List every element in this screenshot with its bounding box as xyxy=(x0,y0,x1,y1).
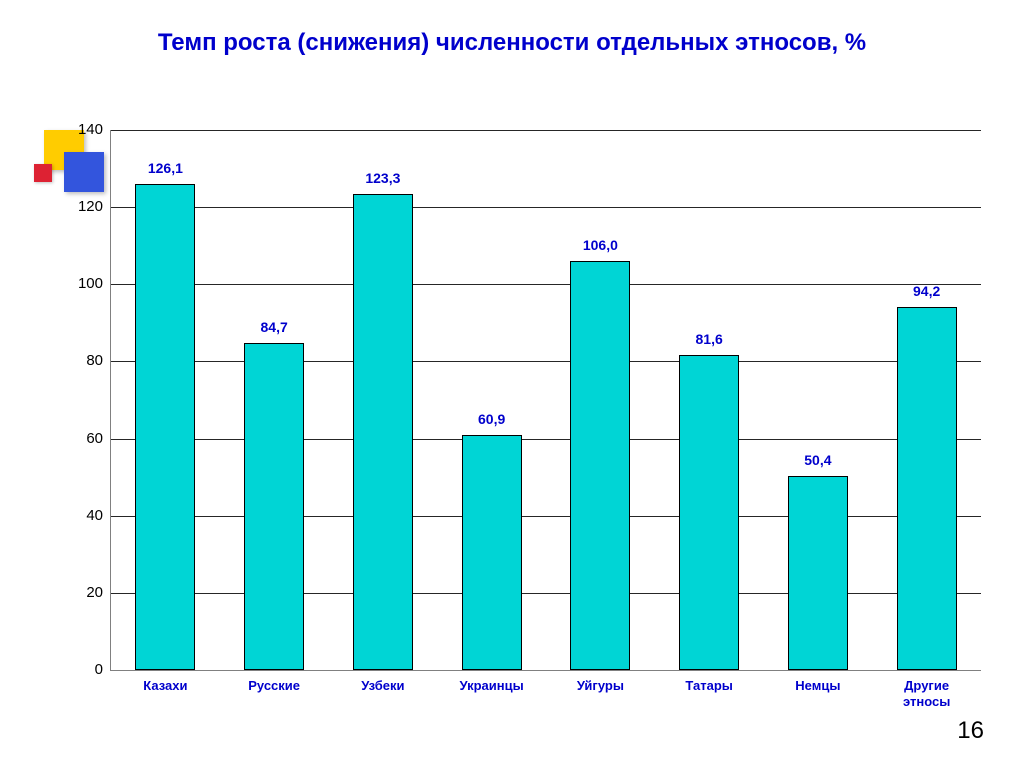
y-tick-label: 40 xyxy=(86,507,103,524)
y-tick-label: 80 xyxy=(86,352,103,369)
bar-value-label: 126,1 xyxy=(124,160,208,176)
gridline xyxy=(111,207,981,208)
category-label: Узбеки xyxy=(341,678,425,694)
bar-value-label: 81,6 xyxy=(667,331,751,347)
bar-chart: 020406080100120140126,1Казахи84,7Русские… xyxy=(110,130,981,671)
gridline xyxy=(111,130,981,131)
bar: 94,2Другиеэтносы xyxy=(897,307,957,670)
bar-value-label: 50,4 xyxy=(776,452,860,468)
bar: 81,6Татары xyxy=(679,355,739,670)
bar-rect xyxy=(135,184,195,670)
y-tick-label: 100 xyxy=(78,275,103,292)
category-label: Русские xyxy=(232,678,316,694)
category-label: Татары xyxy=(667,678,751,694)
bar: 123,3Узбеки xyxy=(353,194,413,670)
bar: 60,9Украинцы xyxy=(462,435,522,670)
category-label: Другиеэтносы xyxy=(885,678,969,709)
bar-rect xyxy=(353,194,413,670)
bar-rect xyxy=(679,355,739,670)
y-tick-label: 20 xyxy=(86,584,103,601)
bar-value-label: 60,9 xyxy=(450,411,534,427)
chart-title: Темп роста (снижения) численности отдель… xyxy=(0,28,1024,58)
gridline xyxy=(111,516,981,517)
bar-rect xyxy=(462,435,522,670)
y-tick-label: 140 xyxy=(78,121,103,138)
bar: 126,1Казахи xyxy=(135,184,195,670)
bar-value-label: 84,7 xyxy=(232,319,316,335)
page-number: 16 xyxy=(957,717,984,745)
y-tick-label: 120 xyxy=(78,198,103,215)
bar-rect xyxy=(570,261,630,670)
category-label: Украинцы xyxy=(450,678,534,694)
category-label: Казахи xyxy=(124,678,208,694)
bar-value-label: 94,2 xyxy=(885,283,969,299)
y-tick-label: 0 xyxy=(95,661,103,678)
gridline xyxy=(111,439,981,440)
y-tick-label: 60 xyxy=(86,430,103,447)
bar-rect xyxy=(788,476,848,670)
gridline xyxy=(111,593,981,594)
category-label: Немцы xyxy=(776,678,860,694)
bar: 84,7Русские xyxy=(244,343,304,670)
bar: 50,4Немцы xyxy=(788,476,848,670)
gridline xyxy=(111,284,981,285)
bar-rect xyxy=(244,343,304,670)
gridline xyxy=(111,361,981,362)
bar: 106,0Уйгуры xyxy=(570,261,630,670)
bar-rect xyxy=(897,307,957,670)
bar-value-label: 123,3 xyxy=(341,170,425,186)
bar-value-label: 106,0 xyxy=(559,237,643,253)
category-label: Уйгуры xyxy=(559,678,643,694)
